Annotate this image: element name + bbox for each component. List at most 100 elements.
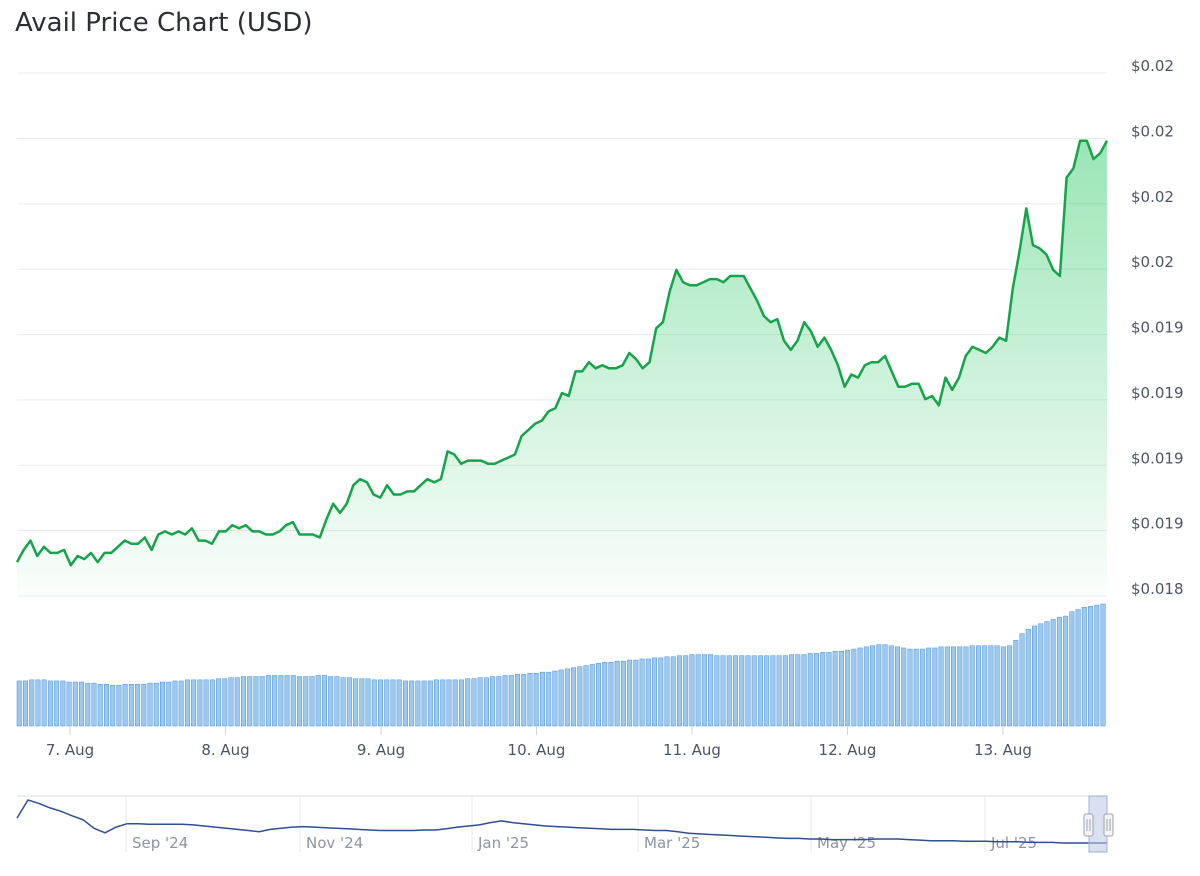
volume-bar bbox=[932, 647, 938, 727]
volume-bar bbox=[409, 680, 415, 727]
price-line bbox=[15, 139, 1109, 567]
volume-bar bbox=[1050, 619, 1056, 727]
volume-bar bbox=[1088, 605, 1094, 727]
navigator-line bbox=[16, 799, 1107, 844]
x-tick-label: 8. Aug bbox=[201, 741, 249, 759]
volume-bar bbox=[994, 645, 1000, 727]
volume-bar bbox=[465, 678, 471, 727]
volume-bar bbox=[683, 655, 689, 727]
volume-bar bbox=[97, 683, 103, 727]
volume-bar bbox=[789, 654, 795, 727]
volume-bar bbox=[321, 675, 327, 727]
volume-bar bbox=[452, 679, 458, 727]
volume-bar bbox=[1032, 625, 1037, 727]
volume-bar bbox=[571, 667, 577, 727]
navigator-tick-label: Jan '25 bbox=[477, 834, 529, 852]
volume-bar bbox=[483, 677, 489, 727]
navigator-handle[interactable] bbox=[1103, 813, 1114, 837]
volume-bar bbox=[390, 679, 396, 727]
volume-bar bbox=[882, 644, 888, 727]
volume-bar bbox=[290, 675, 296, 727]
volume-bar bbox=[770, 655, 776, 727]
volume-bar bbox=[153, 682, 159, 727]
volume-bar bbox=[1007, 645, 1013, 727]
volume-bar bbox=[664, 656, 670, 727]
y-tick-label: $0.019 bbox=[1131, 515, 1184, 533]
volume-bar bbox=[490, 676, 496, 727]
volume-bar bbox=[315, 675, 321, 727]
volume-bar bbox=[222, 678, 228, 727]
volume-bar bbox=[471, 678, 477, 727]
volume-bar bbox=[378, 679, 383, 727]
volume-bar bbox=[589, 664, 595, 727]
volume-bar bbox=[359, 678, 365, 727]
volume-bar bbox=[938, 646, 944, 727]
volume-bar bbox=[820, 652, 826, 727]
volume-bar bbox=[122, 683, 128, 727]
volume-bar bbox=[35, 679, 41, 727]
volume-bar bbox=[247, 676, 253, 727]
volume-bar bbox=[91, 682, 97, 727]
volume-bar bbox=[446, 679, 452, 727]
volume-bar bbox=[477, 677, 483, 727]
navigator-tick-label: Nov '24 bbox=[306, 834, 363, 852]
y-tick-label: $0.02 bbox=[1131, 122, 1174, 140]
volume-bar bbox=[66, 681, 72, 727]
y-tick-label: $0.019 bbox=[1131, 319, 1184, 337]
volume-bar bbox=[764, 655, 770, 727]
volume-bar bbox=[496, 676, 502, 727]
volume-bar bbox=[85, 682, 91, 727]
volume-bar bbox=[851, 648, 857, 727]
volume-bar bbox=[197, 679, 203, 727]
volume-bar bbox=[807, 653, 813, 727]
volume-bar bbox=[832, 651, 838, 727]
volume-bar bbox=[969, 645, 975, 727]
volume-bar bbox=[116, 685, 122, 727]
volume-bar bbox=[234, 677, 240, 727]
volume-bar bbox=[801, 654, 807, 727]
volume-bar bbox=[1019, 633, 1025, 727]
volume-bar bbox=[701, 654, 707, 727]
navigator-handle-grip[interactable] bbox=[1103, 813, 1114, 837]
volume-bar bbox=[253, 676, 259, 727]
price-area bbox=[17, 140, 1107, 596]
volume-bar bbox=[365, 678, 371, 727]
navigator-tick-label: Jul '25 bbox=[990, 834, 1037, 852]
volume-bar bbox=[72, 681, 78, 727]
volume-bar bbox=[633, 659, 639, 727]
volume-bar bbox=[1038, 623, 1044, 727]
volume-bar bbox=[371, 679, 377, 727]
volume-bar bbox=[689, 654, 695, 727]
volume-bar bbox=[870, 645, 876, 727]
volume-bar bbox=[814, 653, 819, 727]
volume-bar bbox=[421, 680, 427, 727]
volume-bar bbox=[720, 655, 726, 727]
volume-bar bbox=[695, 654, 701, 727]
volume-bar bbox=[658, 657, 664, 727]
volume-bar bbox=[714, 655, 720, 727]
volume-bar bbox=[135, 683, 141, 727]
volume-bar bbox=[645, 658, 651, 727]
volume-bar bbox=[191, 679, 197, 727]
volume-bars bbox=[16, 603, 1106, 727]
volume-bar bbox=[708, 654, 714, 727]
volume-bar bbox=[1063, 615, 1069, 727]
volume-bar bbox=[944, 646, 950, 727]
navigator[interactable]: Sep '24 Nov '24 Jan '25 Mar '25 May '25 Jul '… bbox=[16, 795, 1114, 853]
volume-bar bbox=[857, 647, 863, 727]
volume-bar bbox=[546, 671, 552, 727]
navigator-handle[interactable] bbox=[1083, 813, 1094, 837]
x-tick-label: 7. Aug bbox=[46, 741, 94, 759]
volume-bar bbox=[284, 675, 290, 727]
volume-bar bbox=[427, 680, 433, 727]
chart-title: Avail Price Chart (USD) bbox=[15, 8, 313, 38]
volume-bar bbox=[184, 679, 190, 727]
volume-bar bbox=[926, 647, 932, 727]
volume-bar bbox=[434, 679, 440, 727]
volume-bar bbox=[1069, 611, 1075, 727]
volume-bar bbox=[415, 680, 421, 727]
navigator-handle-grip[interactable] bbox=[1083, 813, 1094, 837]
volume-bar bbox=[627, 659, 633, 727]
volume-bar bbox=[751, 655, 757, 727]
volume-bar bbox=[745, 655, 751, 727]
